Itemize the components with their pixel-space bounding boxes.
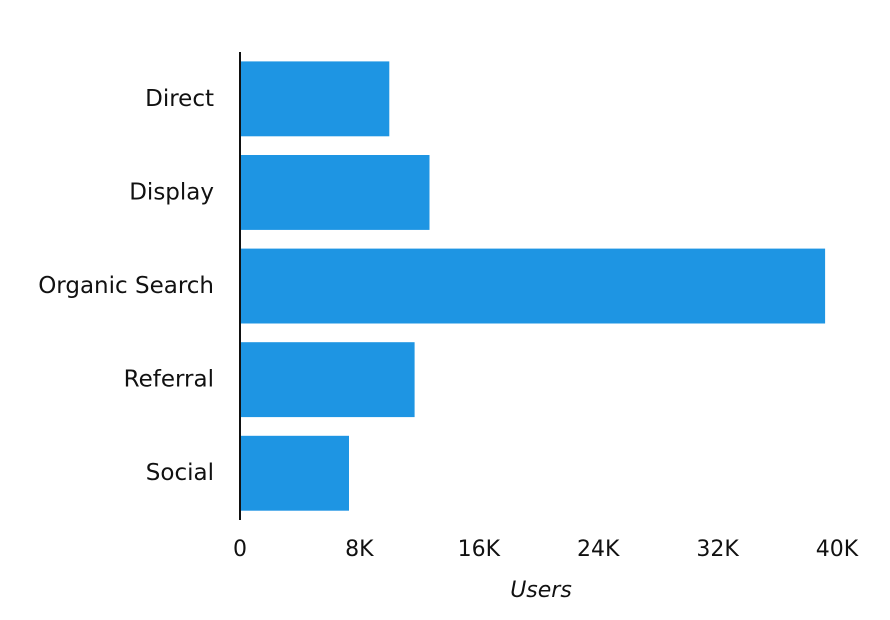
bar-display <box>240 155 430 230</box>
x-tick-label: 0 <box>233 537 247 562</box>
category-label-direct: Direct <box>145 86 214 112</box>
bar-referral <box>240 342 415 418</box>
x-tick-label: 16K <box>458 537 501 562</box>
bars-group <box>240 61 826 511</box>
bar-organic-search <box>240 248 826 324</box>
x-tick-label: 8K <box>345 537 374 562</box>
x-tick-label: 24K <box>577 537 620 562</box>
x-axis-title: Users <box>510 578 572 603</box>
category-label-social: Social <box>146 460 214 486</box>
x-tick-labels: 0 8K 16K 24K 32K 40K <box>233 537 859 562</box>
bar-direct <box>240 61 390 137</box>
category-label-display: Display <box>129 179 214 205</box>
x-tick-label: 32K <box>696 537 739 562</box>
bar-social <box>240 435 349 511</box>
x-tick-label: 40K <box>816 537 859 562</box>
category-label-organic-search: Organic Search <box>38 273 214 299</box>
category-label-referral: Referral <box>124 367 214 393</box>
category-labels: Direct Display Organic Search Referral Socia… <box>38 86 214 486</box>
